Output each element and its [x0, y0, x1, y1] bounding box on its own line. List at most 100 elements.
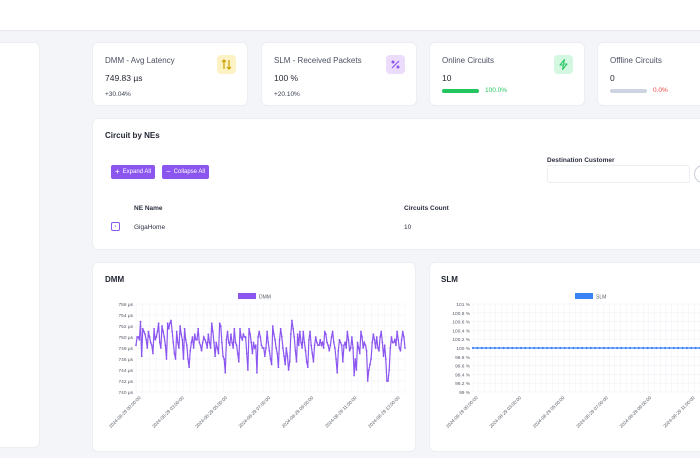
data-point: [226, 330, 229, 333]
data-point: [372, 333, 375, 336]
data-point: [650, 346, 654, 350]
data-point: [251, 352, 254, 355]
data-point: [204, 338, 206, 341]
data-point: [633, 346, 636, 350]
data-point: [277, 366, 280, 369]
data-point: [493, 346, 496, 350]
data-point: [663, 346, 667, 350]
data-point: [246, 369, 249, 371]
expand-all-label: Expand All: [122, 169, 152, 175]
y-tick-label: 746 µs: [119, 357, 134, 363]
data-point: [253, 347, 256, 349]
offline-progress-label: 0.0%: [653, 87, 668, 94]
data-point: [637, 346, 640, 350]
data-point: [297, 344, 300, 347]
x-tick-label: 2024-08-29 07:00:00: [575, 395, 609, 429]
data-point: [320, 344, 323, 347]
data-point: [602, 346, 606, 350]
data-point: [404, 347, 406, 349]
data-point: [511, 346, 514, 350]
x-tick-label: 2024-08-29 09:00:00: [281, 395, 315, 429]
side-panel: [0, 42, 40, 448]
data-point: [312, 360, 315, 363]
data-point: [350, 336, 353, 338]
data-point: [270, 363, 273, 366]
kpi-value: 10: [442, 73, 452, 83]
circuit-panel-title: Circuit by NEs: [105, 131, 160, 140]
y-tick-label: 101 %: [456, 302, 470, 308]
kpi-value: 100 %: [274, 73, 299, 83]
data-point: [209, 347, 212, 349]
data-point: [360, 330, 362, 333]
offline-progress-track: [610, 89, 647, 93]
expand-row-icon[interactable]: ›: [111, 222, 120, 231]
y-tick-label: 99.2 %: [455, 381, 471, 387]
y-tick-label: 752 µs: [119, 324, 134, 330]
data-point: [202, 336, 205, 338]
data-point: [206, 347, 209, 349]
data-point: [387, 380, 389, 382]
data-point: [681, 346, 684, 350]
data-point: [190, 341, 193, 344]
data-point: [256, 371, 258, 374]
data-point: [519, 346, 523, 350]
data-point: [157, 322, 160, 325]
data-point: [321, 341, 324, 344]
data-point: [362, 347, 365, 349]
data-point: [282, 347, 284, 349]
data-point: [563, 346, 566, 350]
data-point: [149, 341, 152, 344]
data-point: [334, 347, 336, 349]
data-point: [659, 346, 662, 350]
data-point: [345, 347, 348, 349]
data-point: [292, 327, 295, 330]
data-point: [374, 347, 377, 349]
y-tick-label: 99.6 %: [455, 364, 471, 370]
data-point: [272, 333, 275, 336]
data-point: [266, 330, 269, 333]
data-point: [161, 325, 163, 327]
data-point: [336, 371, 339, 374]
data-point: [189, 349, 192, 352]
data-point: [361, 336, 363, 338]
online-progress-track: [442, 89, 479, 93]
data-point: [389, 347, 392, 349]
data-point: [355, 369, 358, 371]
data-point: [283, 355, 285, 358]
collapse-all-button[interactable]: − Collapse All: [162, 165, 210, 179]
data-point: [402, 336, 405, 338]
data-point: [341, 360, 344, 363]
data-point: [207, 333, 210, 336]
data-point: [528, 346, 531, 350]
data-point: [135, 344, 137, 347]
data-point: [581, 346, 584, 350]
x-tick-label: 2024-08-29 07:00:00: [238, 395, 272, 429]
data-point: [199, 344, 202, 347]
data-point: [395, 344, 397, 347]
percent-icon: [386, 55, 405, 74]
data-point: [223, 358, 226, 360]
data-point: [174, 358, 177, 360]
data-point: [162, 330, 165, 333]
data-point: [137, 336, 140, 338]
legend-label: DMM: [259, 295, 271, 301]
data-point: [384, 358, 387, 360]
data-point: [319, 338, 322, 341]
data-point: [330, 336, 333, 338]
data-point: [624, 346, 627, 350]
data-point: [180, 333, 183, 336]
data-point: [166, 322, 169, 325]
destination-customer-select[interactable]: [547, 165, 690, 183]
data-point: [310, 344, 313, 347]
data-point: [181, 338, 184, 341]
data-point: [356, 341, 359, 344]
data-point: [231, 341, 233, 344]
data-point: [375, 336, 378, 338]
data-point: [289, 333, 292, 336]
data-point: [690, 346, 693, 350]
data-point: [196, 338, 198, 341]
data-point: [340, 344, 343, 347]
data-point: [344, 341, 346, 344]
expand-all-button[interactable]: + Expand All: [111, 165, 156, 179]
dmm-chart: 756 µs 754 µs 752 µs 750 µs 748 µs 746 µs 744 …: [108, 293, 406, 429]
